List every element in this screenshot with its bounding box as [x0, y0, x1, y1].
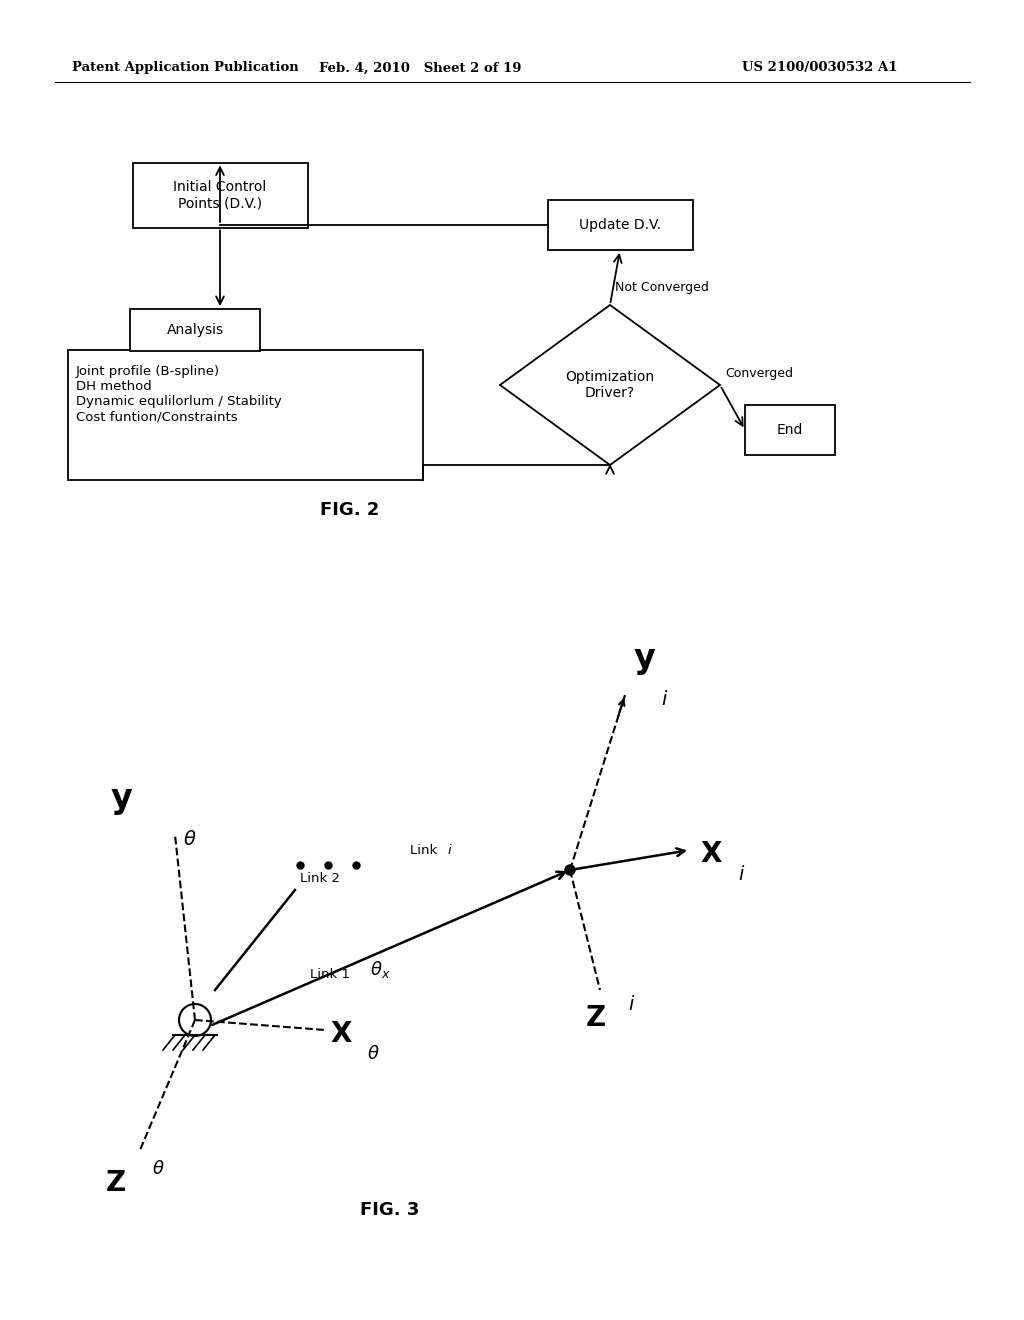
Text: Joint profile (B-spline)
DH method
Dynamic equlilorlum / Stability
Cost funtion/: Joint profile (B-spline) DH method Dynam…: [76, 366, 282, 422]
Text: $\mathbf{y}$: $\mathbf{y}$: [633, 645, 656, 677]
Text: $\mathbf{Z}$: $\mathbf{Z}$: [585, 1005, 605, 1032]
Text: $\theta_x$: $\theta_x$: [370, 960, 390, 981]
Polygon shape: [500, 305, 720, 465]
Bar: [548, 201, 692, 249]
Text: i: i: [449, 843, 452, 857]
Text: $i$: $i$: [738, 865, 745, 884]
Bar: [745, 405, 835, 455]
Text: Patent Application Publication: Patent Application Publication: [72, 62, 299, 74]
Text: $\theta$: $\theta$: [367, 1045, 380, 1063]
Text: Link 2: Link 2: [300, 873, 340, 884]
Text: Not Converged: Not Converged: [615, 281, 709, 293]
Text: FIG. 2: FIG. 2: [321, 502, 380, 519]
Text: Initial Control
Points (D.V.): Initial Control Points (D.V.): [173, 180, 266, 210]
Text: $\mathbf{X}$: $\mathbf{X}$: [330, 1022, 353, 1048]
Text: $i$: $i$: [628, 995, 635, 1014]
Text: Feb. 4, 2010   Sheet 2 of 19: Feb. 4, 2010 Sheet 2 of 19: [318, 62, 521, 74]
Text: $\mathbf{Z}$: $\mathbf{Z}$: [104, 1170, 125, 1197]
Text: $\theta$: $\theta$: [152, 1160, 165, 1177]
Text: Converged: Converged: [725, 367, 793, 380]
Text: Link 1: Link 1: [310, 969, 350, 982]
Text: Update D.V.: Update D.V.: [579, 218, 662, 232]
Text: $\theta$: $\theta$: [183, 830, 197, 849]
Text: FIG. 3: FIG. 3: [360, 1201, 420, 1218]
Text: US 2100/0030532 A1: US 2100/0030532 A1: [742, 62, 898, 74]
Text: Optimization
Driver?: Optimization Driver?: [565, 370, 654, 400]
Text: $\mathbf{X}$: $\mathbf{X}$: [700, 842, 723, 869]
Text: Analysis: Analysis: [167, 323, 223, 337]
Text: Link: Link: [410, 843, 441, 857]
Circle shape: [565, 865, 575, 875]
Text: End: End: [777, 422, 803, 437]
Bar: [130, 309, 260, 351]
Bar: [68, 350, 423, 480]
Text: $i$: $i$: [662, 690, 669, 709]
Text: $\mathbf{y}$: $\mathbf{y}$: [110, 784, 133, 817]
Bar: [132, 162, 307, 227]
